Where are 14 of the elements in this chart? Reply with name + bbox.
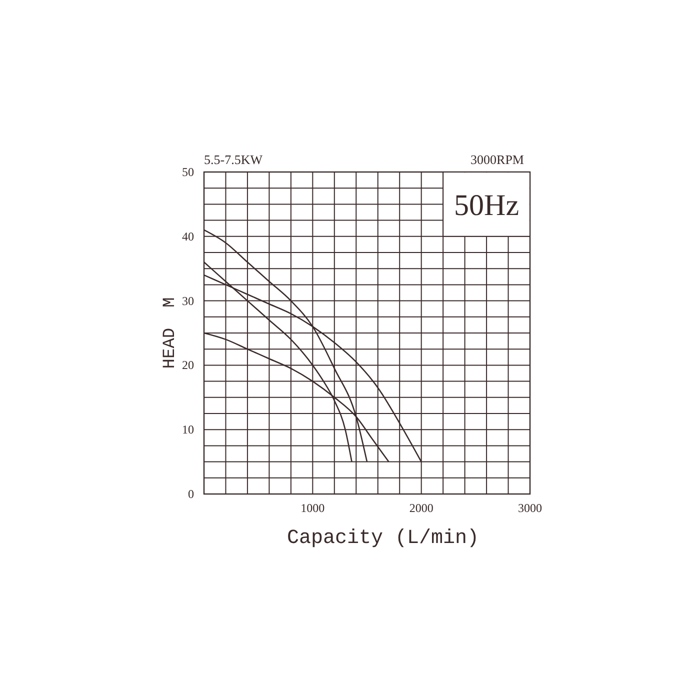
text: 5.5-7.5KW [204, 152, 264, 167]
y-tick-label: 10 [182, 422, 194, 437]
y-axis-title: HEAD M [161, 297, 180, 369]
annotation: 50Hz [454, 189, 520, 222]
x-tick-label: 2000 [409, 501, 434, 515]
text: 3000RPM [470, 152, 524, 167]
y-tick-label: 50 [182, 165, 194, 179]
y-tick-label: 20 [182, 358, 194, 372]
y-tick-label: 30 [182, 294, 194, 308]
y-tick-label: 0 [188, 487, 194, 501]
x-tick-label: 3000 [518, 501, 542, 515]
y-tick-label: 40 [182, 229, 194, 244]
x-tick-label: 1000 [300, 501, 325, 515]
x-axis-title: Capacity (L/min) [286, 527, 480, 550]
